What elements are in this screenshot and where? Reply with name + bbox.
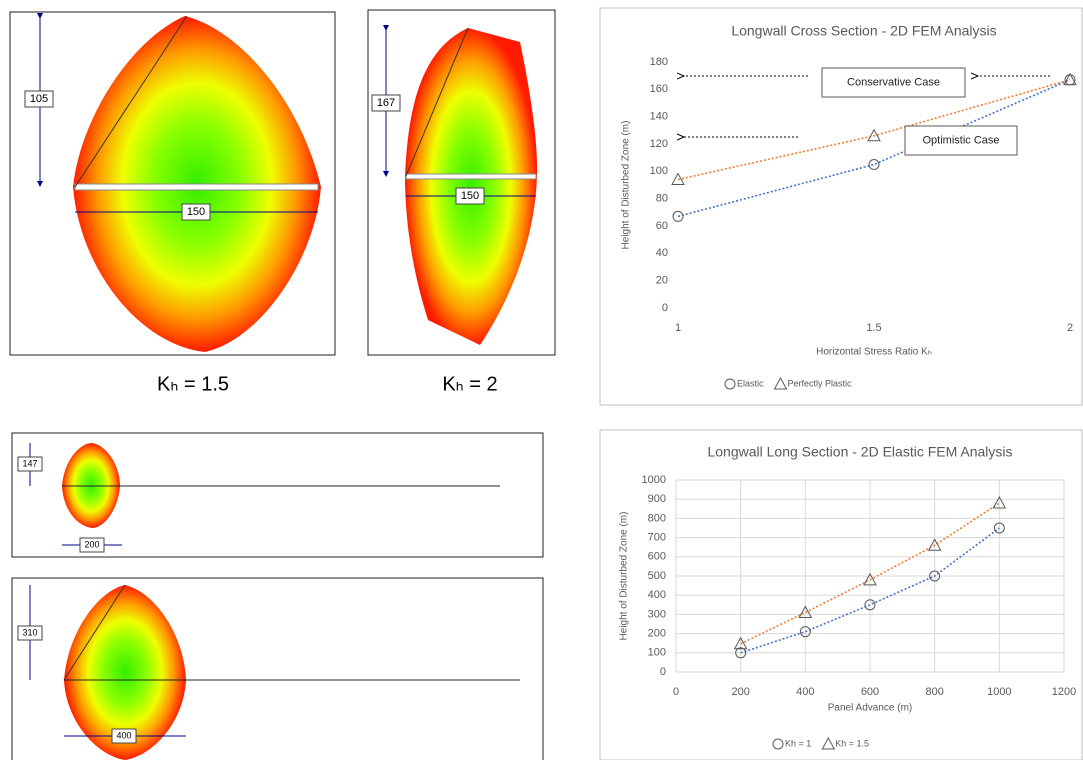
y-tick-label: 200 — [648, 628, 666, 640]
panel-opening — [405, 173, 537, 180]
legend-label: Kh = 1 — [785, 738, 811, 748]
marker — [929, 570, 941, 582]
x-tick-label: 600 — [861, 686, 879, 698]
marker — [672, 210, 684, 222]
legend-label: Kh = 1.5 — [835, 738, 869, 748]
annotation-box — [904, 125, 1018, 156]
annotation-box — [821, 67, 966, 98]
dimension-box — [17, 456, 43, 472]
y-tick-label: 700 — [648, 532, 666, 544]
x-tick-label: 0 — [673, 686, 679, 698]
x-tick-label: 1 — [675, 322, 681, 334]
y-tick-label: 140 — [650, 111, 668, 123]
x-tick-label: 2 — [1067, 322, 1073, 334]
x-tick-label: 1200 — [1052, 686, 1076, 698]
marker — [992, 495, 1007, 509]
marker — [671, 172, 685, 186]
height-label: 147 — [22, 458, 37, 468]
panel-kh-2: 167 150 Kₕ = 2 — [367, 9, 556, 395]
legend-marker — [772, 738, 784, 750]
y-tick-label: 500 — [648, 570, 666, 582]
series-line — [740, 527, 1000, 654]
y-tick-label: 0 — [660, 666, 666, 678]
y-tick-label: 180 — [650, 56, 668, 68]
y-tick-label: 400 — [648, 589, 666, 601]
caption: Kₕ = 1.5 — [157, 373, 229, 395]
x-tick-label: 200 — [731, 686, 749, 698]
dimension-box — [79, 537, 105, 553]
marker — [1063, 72, 1077, 86]
annotation: Optimistic Case — [922, 134, 999, 146]
marker — [864, 599, 876, 611]
panel-long-200: 147 200 — [11, 432, 544, 558]
marker — [868, 159, 880, 170]
legend-label: Elastic — [737, 378, 764, 388]
y-tick-label: 900 — [648, 493, 666, 505]
panel-opening — [74, 183, 319, 191]
y-tick-label: 800 — [648, 512, 666, 524]
series-line — [677, 78, 1071, 181]
caption: Kₕ = 2 — [442, 373, 497, 395]
diagonal — [405, 27, 469, 177]
marker — [799, 626, 811, 638]
diagonal — [63, 584, 126, 681]
dimension-box — [181, 203, 211, 221]
marker — [735, 647, 747, 659]
x-tick-label: 400 — [796, 686, 814, 698]
y-tick-label: 300 — [648, 608, 666, 620]
zone-shape — [64, 585, 186, 760]
annotation-arrows — [684, 76, 1050, 137]
y-tick-label: 1000 — [642, 474, 666, 486]
width-label: 150 — [461, 190, 479, 202]
dimension-box — [17, 625, 43, 641]
panel-kh-1-5: 105 150 Kₕ = 1.5 — [9, 11, 336, 395]
x-axis-label: Panel Advance (m) — [828, 703, 913, 714]
dimension-box — [371, 94, 401, 112]
legend-marker — [773, 376, 788, 390]
chart-title: Longwall Long Section - 2D Elastic FEM A… — [707, 444, 1012, 460]
legend-marker — [821, 736, 836, 750]
y-tick-label: 600 — [648, 551, 666, 563]
y-tick-label: 60 — [656, 220, 668, 232]
x-tick-label: 800 — [925, 686, 943, 698]
dimension-box — [455, 187, 485, 205]
marker — [993, 522, 1005, 534]
x-axis-label: Horizontal Stress Ratio Kₕ — [816, 347, 932, 358]
panel-long-400: 310 400 — [11, 577, 544, 760]
y-tick-label: 160 — [650, 83, 668, 95]
chart-title: Longwall Cross Section - 2D FEM Analysis — [731, 23, 996, 39]
height-label: 310 — [22, 627, 37, 637]
y-tick-label: 40 — [656, 247, 668, 259]
dimension-box — [111, 728, 137, 744]
width-label: 400 — [116, 730, 131, 740]
annotation: Conservative Case — [847, 76, 940, 88]
legend-marker — [724, 378, 736, 390]
marker — [863, 572, 877, 586]
height-label: 167 — [377, 97, 395, 109]
y-tick-label: 80 — [656, 193, 668, 205]
series-line — [677, 79, 1071, 218]
y-axis-label: Height of Disturbed Zone (m) — [619, 512, 630, 641]
legend-label: Perfectly Plastic — [788, 378, 853, 388]
width-label: 150 — [187, 206, 205, 218]
marker — [867, 128, 881, 142]
marker — [927, 538, 942, 551]
series-line — [740, 502, 1000, 645]
y-tick-label: 100 — [648, 647, 666, 659]
y-tick-label: 120 — [650, 138, 668, 150]
marker — [798, 605, 813, 618]
zone-shape — [405, 28, 538, 345]
marker — [733, 636, 748, 650]
width-label: 200 — [84, 539, 99, 549]
diagonal — [74, 15, 188, 188]
height-label: 105 — [30, 93, 48, 105]
y-tick-label: 100 — [650, 165, 668, 177]
x-tick-label: 1.5 — [866, 322, 881, 334]
dimension-box — [24, 90, 54, 108]
y-tick-label: 20 — [656, 275, 668, 287]
y-axis-label: Height of Disturbed Zone (m) — [621, 121, 632, 250]
y-tick-label: 0 — [662, 302, 668, 314]
x-tick-label: 1000 — [987, 686, 1011, 698]
